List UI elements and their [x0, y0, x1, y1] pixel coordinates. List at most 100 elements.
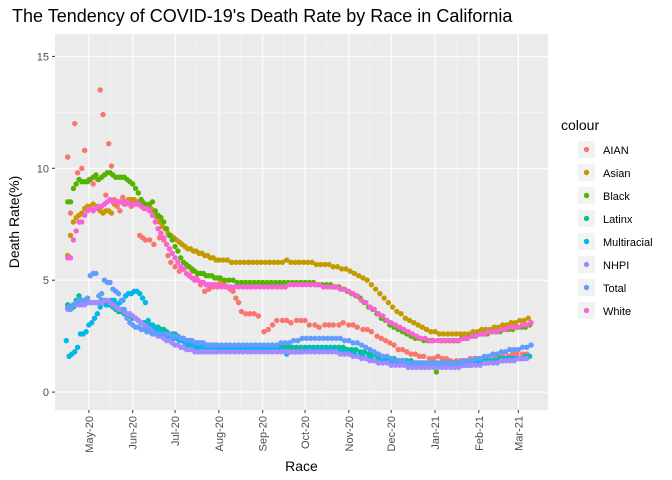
data-point	[269, 342, 276, 348]
data-point	[155, 226, 161, 232]
data-point	[163, 226, 170, 232]
data-point	[271, 259, 277, 265]
data-point	[481, 360, 488, 366]
data-point	[509, 351, 516, 357]
data-point	[76, 293, 82, 299]
data-point	[248, 342, 255, 348]
data-point	[79, 165, 85, 171]
data-point	[374, 333, 380, 339]
data-point	[445, 331, 451, 337]
data-point	[350, 353, 356, 359]
data-point	[502, 326, 509, 333]
data-point	[519, 344, 526, 351]
data-point	[235, 349, 242, 355]
data-point	[443, 337, 449, 344]
data-point	[269, 284, 276, 290]
legend-marker	[583, 192, 590, 199]
data-point	[261, 328, 267, 335]
data-point	[329, 335, 335, 342]
data-point	[326, 261, 332, 268]
data-point	[137, 290, 143, 297]
data-point	[149, 212, 156, 218]
data-point	[317, 261, 324, 268]
data-point	[312, 322, 318, 328]
data-point	[138, 196, 144, 203]
data-point	[364, 326, 370, 333]
data-point	[405, 364, 411, 371]
data-point	[250, 259, 256, 265]
data-point	[276, 279, 283, 286]
data-point	[73, 228, 79, 234]
data-point	[74, 344, 81, 351]
data-point	[178, 255, 184, 261]
data-point	[243, 279, 249, 286]
data-point	[357, 349, 363, 355]
data-point	[333, 284, 339, 290]
legend-title: colour	[561, 117, 599, 133]
data-point	[341, 337, 348, 344]
legend-label: Total	[603, 283, 626, 295]
data-point	[295, 337, 301, 344]
data-point	[220, 257, 226, 263]
x-tick-label: Dec-20	[386, 416, 398, 451]
data-point	[70, 237, 77, 243]
data-point	[500, 322, 506, 328]
data-point	[346, 322, 352, 328]
data-point	[312, 335, 318, 342]
data-point	[288, 320, 294, 326]
data-point	[282, 340, 288, 346]
legend-label: Asian	[603, 168, 631, 180]
data-point	[245, 259, 252, 265]
data-point	[350, 322, 356, 328]
data-point	[254, 259, 260, 265]
legend-marker	[583, 261, 590, 268]
data-point	[231, 349, 238, 355]
data-point	[440, 331, 447, 337]
data-point	[176, 268, 183, 274]
data-point	[404, 349, 410, 355]
data-point	[313, 261, 320, 268]
data-point	[337, 335, 344, 342]
data-point	[422, 364, 428, 371]
data-point	[364, 277, 370, 283]
data-point	[299, 349, 305, 355]
data-point	[439, 337, 445, 344]
data-point	[320, 349, 327, 355]
data-point	[74, 170, 81, 176]
data-point	[293, 317, 300, 324]
data-point	[84, 295, 91, 301]
data-point	[307, 281, 314, 288]
data-point	[312, 281, 318, 288]
data-point	[447, 364, 454, 371]
data-point	[168, 259, 174, 265]
data-point	[525, 315, 531, 321]
data-point	[363, 355, 369, 362]
data-point	[354, 353, 360, 359]
data-point	[100, 111, 106, 118]
series-total	[65, 270, 534, 366]
data-points	[63, 87, 534, 375]
data-point	[156, 234, 163, 241]
data-point	[358, 342, 365, 348]
data-point	[439, 364, 445, 371]
data-point	[261, 284, 267, 290]
data-point	[443, 360, 449, 366]
data-point	[367, 346, 373, 353]
data-point	[70, 219, 77, 225]
data-point	[371, 349, 377, 355]
data-point	[180, 266, 187, 272]
data-point	[288, 259, 294, 265]
data-point	[237, 259, 243, 265]
data-point	[412, 351, 418, 357]
data-point	[473, 355, 479, 362]
data-point	[470, 328, 476, 335]
data-point	[453, 331, 459, 337]
data-point	[255, 313, 262, 319]
legend-label: Latinx	[603, 214, 633, 226]
data-point	[388, 355, 394, 362]
y-tick-label: 0	[43, 387, 49, 399]
data-point	[481, 331, 488, 337]
data-point	[72, 120, 78, 127]
data-point	[433, 369, 440, 375]
data-point	[502, 349, 509, 355]
